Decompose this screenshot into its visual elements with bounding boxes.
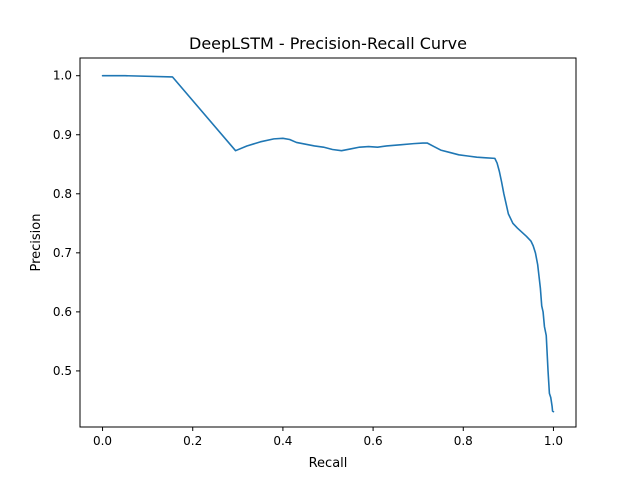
x-tick-label: 0.4	[273, 434, 292, 448]
x-tick-label: 0.8	[454, 434, 473, 448]
y-tick-label: 0.8	[53, 187, 72, 201]
x-tick-label: 0.0	[93, 434, 112, 448]
x-tick-label: 1.0	[544, 434, 563, 448]
chart-title: DeepLSTM - Precision-Recall Curve	[189, 34, 467, 53]
pr-curve-line	[101, 74, 555, 413]
plot-area	[80, 58, 576, 427]
y-tick-label: 1.0	[53, 69, 72, 83]
series-layer	[101, 74, 555, 413]
x-tick-label: 0.6	[364, 434, 383, 448]
x-tick-label: 0.2	[183, 434, 202, 448]
y-tick-label: 0.7	[53, 246, 72, 260]
x-axis-label: Recall	[309, 456, 348, 471]
y-tick-label: 0.5	[53, 364, 72, 378]
y-tick-label: 0.6	[53, 305, 72, 319]
ticks-layer: 0.0 0.2 0.4 0.6 0.8 1.0 0.5 0.6 0.7 0.8 0.9 1.0	[53, 69, 563, 448]
plot-frame	[79, 57, 577, 428]
y-axis-label: Precision	[29, 213, 44, 271]
y-tick-label: 0.9	[53, 128, 72, 142]
